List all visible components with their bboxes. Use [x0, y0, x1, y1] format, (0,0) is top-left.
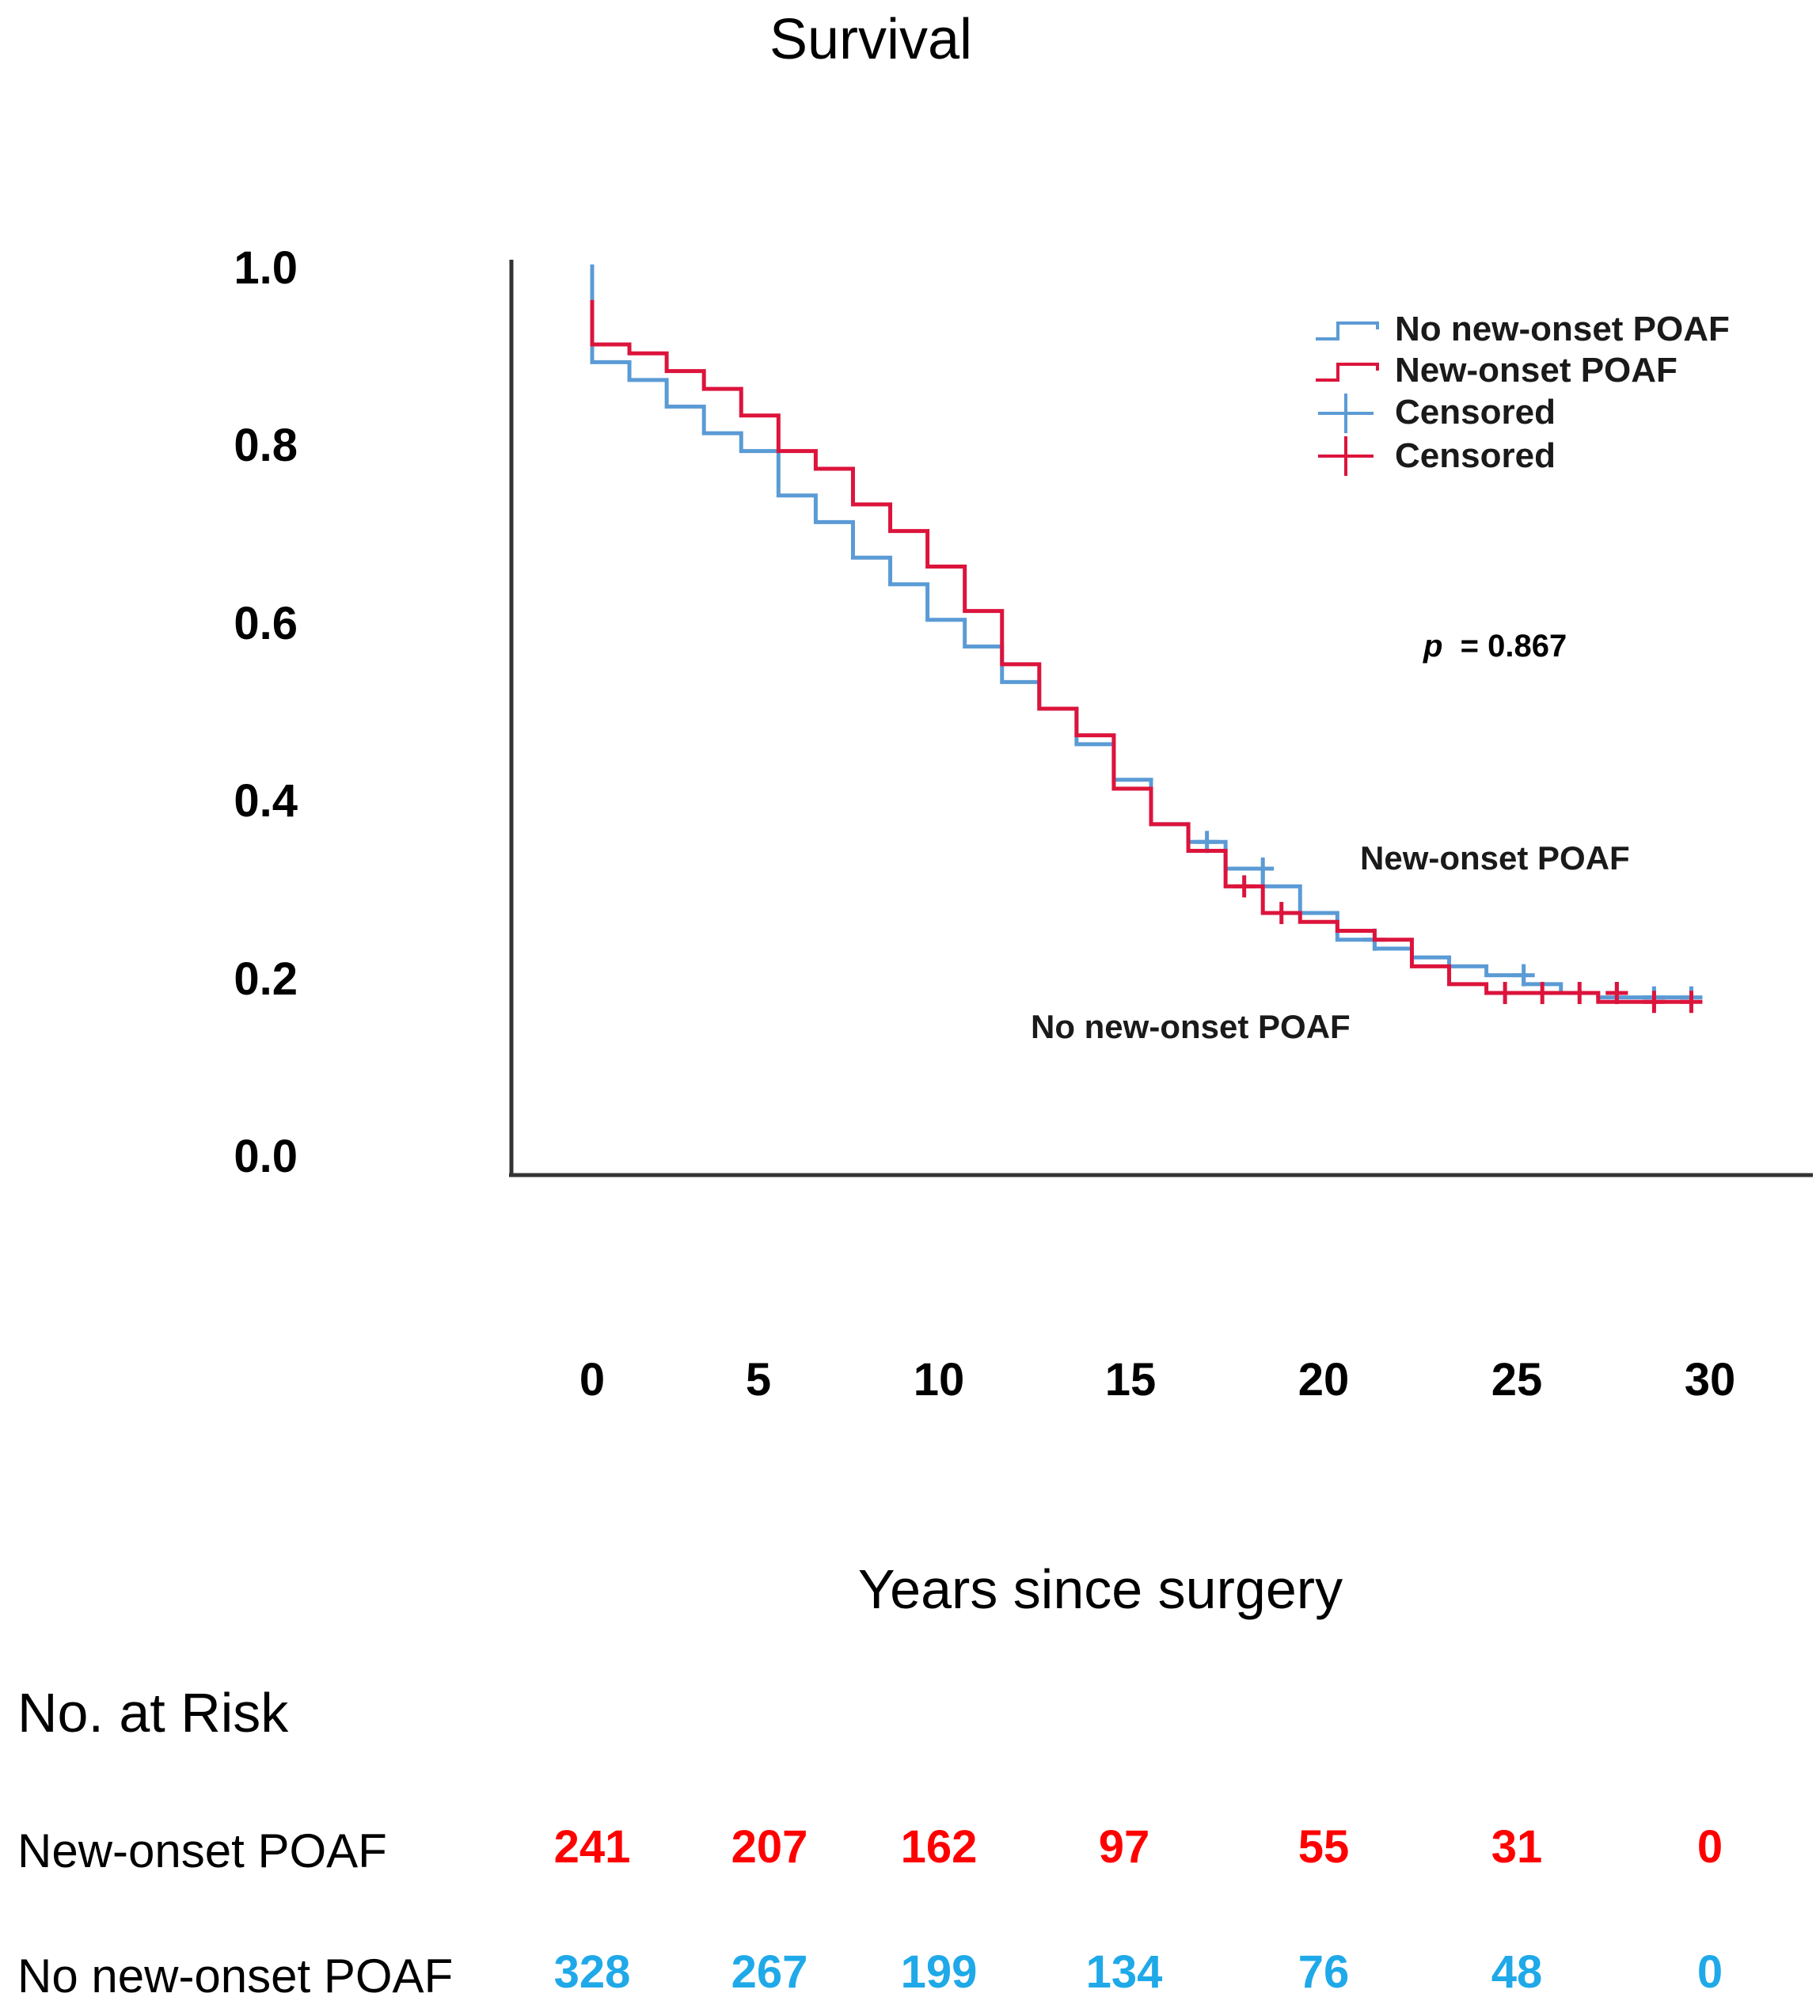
legend-swatch-censor — [1318, 394, 1374, 433]
y-tick-label: 0.8 — [234, 420, 298, 472]
x-tick-label: 30 — [1684, 1354, 1736, 1405]
risk-value: 76 — [1298, 1946, 1350, 1998]
risk-value: 267 — [731, 1946, 808, 1998]
axes — [509, 260, 1813, 1177]
risk-value: 55 — [1298, 1821, 1350, 1873]
legend-swatch-censor — [1318, 436, 1374, 476]
censor-mark — [1494, 982, 1517, 1005]
legend-label-censored-blue: Censored — [1395, 393, 1556, 432]
x-tick-label: 0 — [579, 1354, 606, 1405]
y-tick-label: 0.4 — [234, 775, 298, 827]
risk-value: 207 — [731, 1821, 808, 1873]
x-axis-label: Years since surgery — [857, 1558, 1343, 1620]
risk-value: 241 — [553, 1821, 631, 1873]
risk-value: 97 — [1098, 1821, 1150, 1873]
legend-swatch-line — [1316, 321, 1379, 340]
risk-table-title: No. at Risk — [17, 1682, 289, 1744]
censor-mark — [1512, 964, 1535, 987]
risk-value: 199 — [900, 1946, 978, 1998]
risk-value: 48 — [1491, 1946, 1543, 1998]
series-layer — [590, 264, 1703, 1014]
risk-value: 0 — [1697, 1946, 1723, 1998]
x-tick-label: 20 — [1298, 1354, 1350, 1405]
censor-mark — [1233, 875, 1256, 898]
y-tick-label: 0.2 — [234, 953, 298, 1005]
legend-label-censored-red: Censored — [1395, 436, 1556, 475]
risk-value: 162 — [900, 1821, 978, 1873]
x-tick-label: 15 — [1104, 1354, 1157, 1405]
x-tick-label: 10 — [913, 1354, 965, 1405]
legend-swatch-line — [1316, 363, 1379, 382]
risk-value: 0 — [1697, 1821, 1723, 1873]
p-value: = 0.867 — [1460, 629, 1567, 664]
risk-value: 134 — [1085, 1946, 1163, 1998]
legend-label-no-poaf: No new-onset POAF — [1395, 310, 1730, 348]
censor-mark — [1270, 902, 1293, 925]
legend-label-poaf: New-onset POAF — [1395, 351, 1678, 390]
risk-row-label-poaf: New-onset POAF — [17, 1824, 387, 1877]
annotation-new-onset-poaf: New-onset POAF — [1360, 839, 1630, 877]
censor-mark — [1680, 991, 1703, 1014]
y-tick-label: 0.6 — [234, 597, 298, 649]
p-symbol: p — [1423, 629, 1443, 664]
y-tick-label: 1.0 — [234, 242, 298, 294]
censor-mark — [1605, 982, 1628, 1005]
censor-mark — [1252, 857, 1275, 880]
censor-mark — [1568, 982, 1591, 1005]
legend-marks — [1316, 321, 1379, 476]
x-tick-label: 5 — [745, 1354, 772, 1405]
p-value-annotation: p = 0.867 — [1423, 630, 1567, 662]
chart-title: Survival — [769, 8, 973, 71]
annotation-no-new-onset-poaf: No new-onset POAF — [1031, 1008, 1351, 1045]
risk-value: 328 — [553, 1946, 631, 1998]
x-tick-label: 25 — [1491, 1354, 1543, 1405]
series-line-new-onset-poaf — [590, 299, 1692, 1004]
risk-value: 31 — [1491, 1821, 1543, 1873]
y-tick-label: 0.0 — [234, 1131, 298, 1182]
risk-row-label-no-poaf: No new-onset POAF — [17, 1949, 454, 2003]
censor-mark — [1531, 982, 1554, 1005]
censor-mark — [1643, 991, 1666, 1014]
